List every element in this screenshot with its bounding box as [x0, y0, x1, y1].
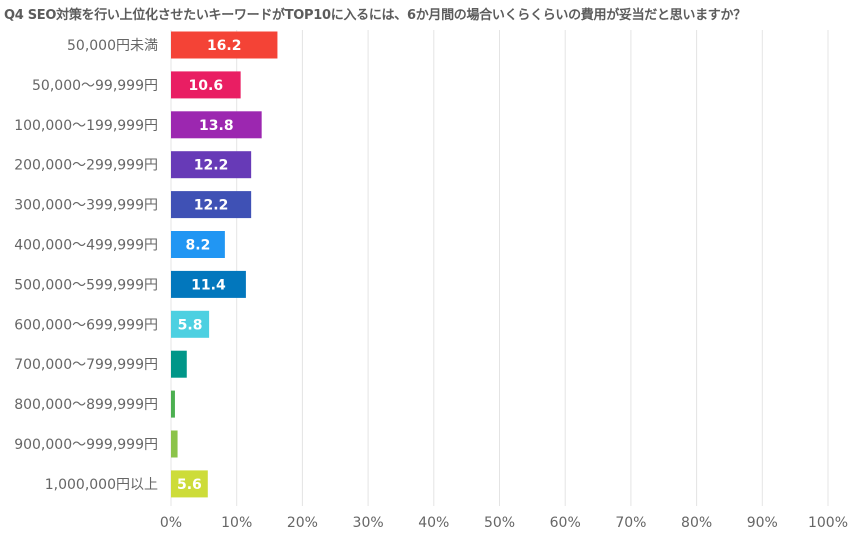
category-label: 100,000〜199,999円: [14, 118, 158, 134]
bar-value-label: 5.8: [178, 317, 203, 333]
x-tick-label: 100%: [808, 515, 848, 531]
category-label: 300,000〜399,999円: [14, 198, 158, 214]
category-label: 50,000円未満: [67, 38, 158, 54]
bar: [171, 430, 178, 458]
x-tick-label: 50%: [484, 515, 515, 531]
x-tick-label: 0%: [160, 515, 182, 531]
category-label: 500,000〜599,999円: [14, 277, 158, 293]
x-tick-label: 30%: [353, 515, 384, 531]
bar: [171, 111, 262, 139]
x-tick-label: 90%: [747, 515, 778, 531]
bar-value-label: 13.8: [199, 118, 234, 134]
chart-title: Q4 SEO対策を行い上位化させたいキーワードがTOP10に入るには、6か月間の…: [4, 8, 746, 23]
x-tick-label: 10%: [221, 515, 252, 531]
bar-value-label: 16.2: [207, 38, 242, 54]
bar: [171, 470, 208, 498]
category-label: 400,000〜499,999円: [14, 238, 158, 254]
bar-value-label: 12.2: [194, 198, 229, 214]
bar-value-label: 11.4: [191, 277, 226, 293]
x-tick-label: 20%: [287, 515, 318, 531]
bar-value-label: 8.2: [186, 238, 211, 254]
bar: [171, 390, 175, 418]
bar: [171, 350, 187, 378]
bar: [171, 191, 252, 219]
x-tick-label: 40%: [418, 515, 449, 531]
category-label: 600,000〜699,999円: [14, 317, 158, 333]
x-tick-label: 80%: [681, 515, 712, 531]
category-label: 800,000〜899,999円: [14, 397, 158, 413]
x-tick-label: 70%: [615, 515, 646, 531]
category-label: 200,000〜299,999円: [14, 158, 158, 174]
x-tick-label: 60%: [550, 515, 581, 531]
bar-value-label: 5.6: [177, 477, 202, 493]
category-label: 700,000〜799,999円: [14, 357, 158, 373]
category-label: 900,000〜999,999円: [14, 437, 158, 453]
bar: [171, 231, 225, 258]
bar: [171, 151, 252, 179]
bar: [171, 71, 241, 99]
bar: [171, 31, 278, 59]
category-label: 1,000,000円以上: [45, 477, 158, 493]
bar: [171, 310, 210, 338]
bar-value-label: 12.2: [194, 158, 229, 174]
bar-value-label: 10.6: [189, 78, 224, 94]
category-label: 50,000〜99,999円: [32, 78, 158, 94]
bar: [171, 270, 246, 298]
